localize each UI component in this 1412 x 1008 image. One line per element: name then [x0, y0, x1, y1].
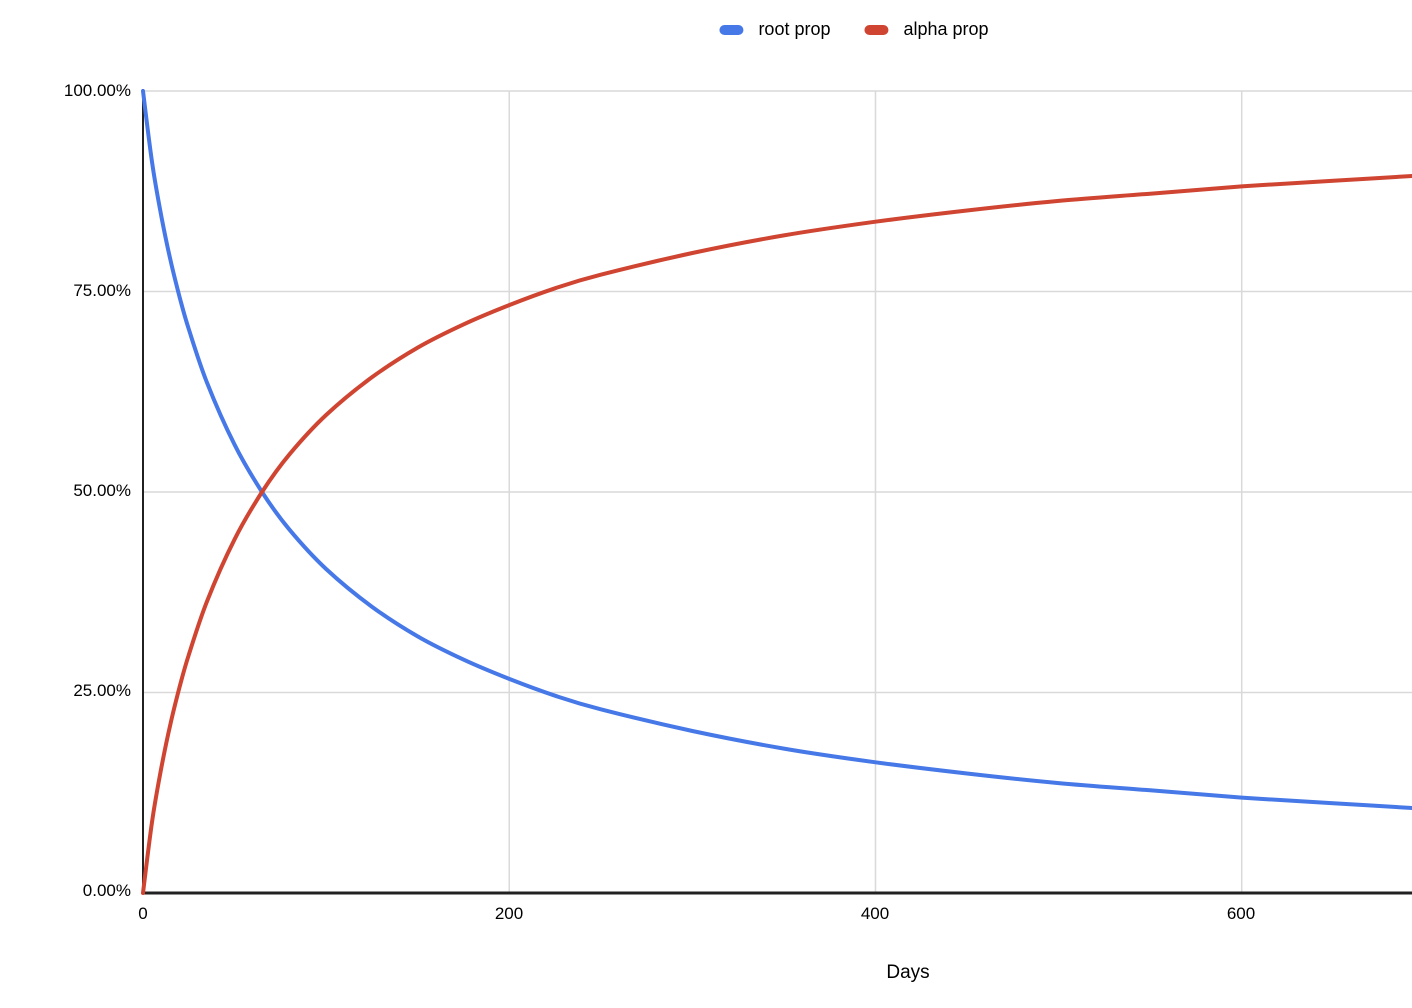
alpha-prop-swatch-icon [864, 24, 889, 35]
y-tick-50: 50.00% [73, 481, 131, 500]
x-tick-0: 0 [138, 904, 148, 923]
legend-item-root-prop[interactable]: root prop [719, 19, 830, 40]
y-tick-25: 25.00% [73, 681, 131, 700]
x-tick-200: 200 [494, 904, 524, 923]
x-axis-title: Days [886, 962, 930, 983]
x-tick-600: 600 [1226, 904, 1256, 923]
legend-label-root-prop: root prop [758, 19, 831, 39]
y-tick-75: 75.00% [73, 281, 131, 300]
root-prop-swatch-icon [719, 24, 744, 35]
x-tick-400: 400 [860, 904, 890, 923]
series-line-alpha-prop [141, 173, 1412, 895]
series-line-root-prop [141, 89, 1412, 811]
legend-label-alpha-prop: alpha prop [903, 19, 989, 39]
y-tick-100: 100.00% [63, 81, 131, 100]
chart-legend: root prop alpha prop [719, 19, 989, 40]
y-tick-0: 0.00% [82, 881, 131, 900]
legend-item-alpha-prop[interactable]: alpha prop [864, 19, 989, 40]
